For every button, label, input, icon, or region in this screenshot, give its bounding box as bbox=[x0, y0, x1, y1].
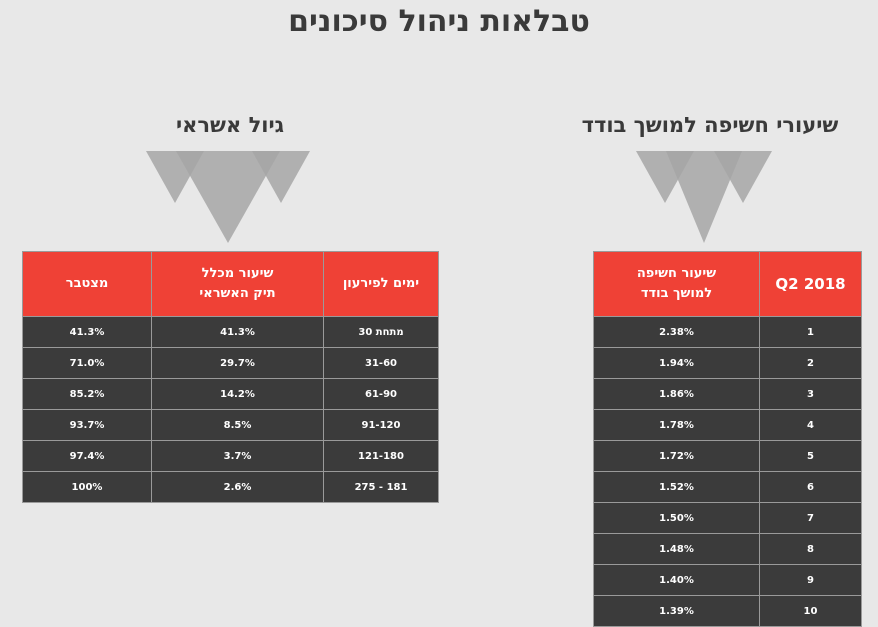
rate-cell: 1.52% bbox=[593, 471, 760, 503]
table-row: 8 1.48% bbox=[593, 533, 862, 565]
rank-cell: 3 bbox=[759, 378, 862, 410]
rate-cell: 8.5% bbox=[151, 409, 324, 441]
credit-aging-table: ימים לפירעון שיעור מכלל תיק האשראי מצטבר… bbox=[22, 251, 439, 503]
rank-cell: 5 bbox=[759, 440, 862, 472]
table-row: 10 1.39% bbox=[593, 595, 862, 627]
rate-cell: 2.38% bbox=[593, 316, 760, 348]
table-header-row: ימים לפירעון שיעור מכלל תיק האשראי מצטבר bbox=[22, 251, 439, 317]
cumulative-cell: 41.3% bbox=[22, 316, 152, 348]
rank-cell: 7 bbox=[759, 502, 862, 534]
credit-aging-title: גיול אשראי bbox=[175, 113, 285, 137]
rate-cell: 14.2% bbox=[151, 378, 324, 410]
table-row: 91-120 8.5% 93.7% bbox=[22, 409, 439, 441]
table-row: 4 1.78% bbox=[593, 409, 862, 441]
rank-cell: 10 bbox=[759, 595, 862, 627]
days-cell: מתחת 30 bbox=[323, 316, 439, 348]
header-cumulative: מצטבר bbox=[22, 251, 152, 317]
header-rate-line1: שיעור מכלל bbox=[201, 266, 274, 281]
rate-cell: 1.40% bbox=[593, 564, 760, 596]
days-cell: 31-60 bbox=[323, 347, 439, 379]
days-cell: 61-90 bbox=[323, 378, 439, 410]
header-rate-line1: שיעור חשיפה bbox=[636, 266, 717, 281]
rank-cell: 8 bbox=[759, 533, 862, 565]
table-row: 3 1.86% bbox=[593, 378, 862, 410]
rank-cell: 6 bbox=[759, 471, 862, 503]
pd-rates-title: שיעורי חשיפה למושך בודד bbox=[581, 113, 839, 137]
table-row: 2 1.94% bbox=[593, 347, 862, 379]
table-row: 5 1.72% bbox=[593, 440, 862, 472]
cumulative-cell: 93.7% bbox=[22, 409, 152, 441]
days-cell: 121-180 bbox=[323, 440, 439, 472]
table-row: 9 1.40% bbox=[593, 564, 862, 596]
rate-cell: 1.39% bbox=[593, 595, 760, 627]
cumulative-cell: 71.0% bbox=[22, 347, 152, 379]
rate-cell: 1.48% bbox=[593, 533, 760, 565]
pd-rates-table: Q2 2018 שיעור חשיפה למושך בודד 1 2.38% 2… bbox=[593, 251, 862, 627]
header-rate-line2: למושך בודד bbox=[640, 286, 713, 301]
days-cell: 181 - 275 bbox=[323, 471, 439, 503]
rate-cell: 1.94% bbox=[593, 347, 760, 379]
table-row: 181 - 275 2.6% 100% bbox=[22, 471, 439, 503]
rate-cell: 3.7% bbox=[151, 440, 324, 472]
header-quarter: Q2 2018 bbox=[759, 251, 862, 317]
triangles-decoration-right bbox=[636, 151, 772, 243]
header-days-to-maturity: ימים לפירעון bbox=[323, 251, 439, 317]
cumulative-cell: 97.4% bbox=[22, 440, 152, 472]
rank-cell: 1 bbox=[759, 316, 862, 348]
rate-cell: 29.7% bbox=[151, 347, 324, 379]
table-row: 7 1.50% bbox=[593, 502, 862, 534]
table-row: מתחת 30 41.3% 41.3% bbox=[22, 316, 439, 348]
cumulative-cell: 100% bbox=[22, 471, 152, 503]
rate-cell: 1.50% bbox=[593, 502, 760, 534]
header-exposure-rate: שיעור חשיפה למושך בודד bbox=[593, 251, 760, 317]
table-row: 61-90 14.2% 85.2% bbox=[22, 378, 439, 410]
rate-cell: 41.3% bbox=[151, 316, 324, 348]
rate-cell: 2.6% bbox=[151, 471, 324, 503]
table-row: 121-180 3.7% 97.4% bbox=[22, 440, 439, 472]
rank-cell: 4 bbox=[759, 409, 862, 441]
days-cell: 91-120 bbox=[323, 409, 439, 441]
table-row: 1 2.38% bbox=[593, 316, 862, 348]
rate-cell: 1.78% bbox=[593, 409, 760, 441]
rank-cell: 2 bbox=[759, 347, 862, 379]
page-title: טבלאות ניהול סיכונים bbox=[288, 4, 590, 39]
table-header-row: Q2 2018 שיעור חשיפה למושך בודד bbox=[593, 251, 862, 317]
rate-cell: 1.86% bbox=[593, 378, 760, 410]
header-rate-of-portfolio: שיעור מכלל תיק האשראי bbox=[151, 251, 324, 317]
rate-cell: 1.72% bbox=[593, 440, 760, 472]
header-rate-line2: תיק האשראי bbox=[199, 286, 276, 301]
cumulative-cell: 85.2% bbox=[22, 378, 152, 410]
triangles-decoration-left bbox=[146, 151, 310, 243]
table-row: 31-60 29.7% 71.0% bbox=[22, 347, 439, 379]
table-row: 6 1.52% bbox=[593, 471, 862, 503]
rank-cell: 9 bbox=[759, 564, 862, 596]
